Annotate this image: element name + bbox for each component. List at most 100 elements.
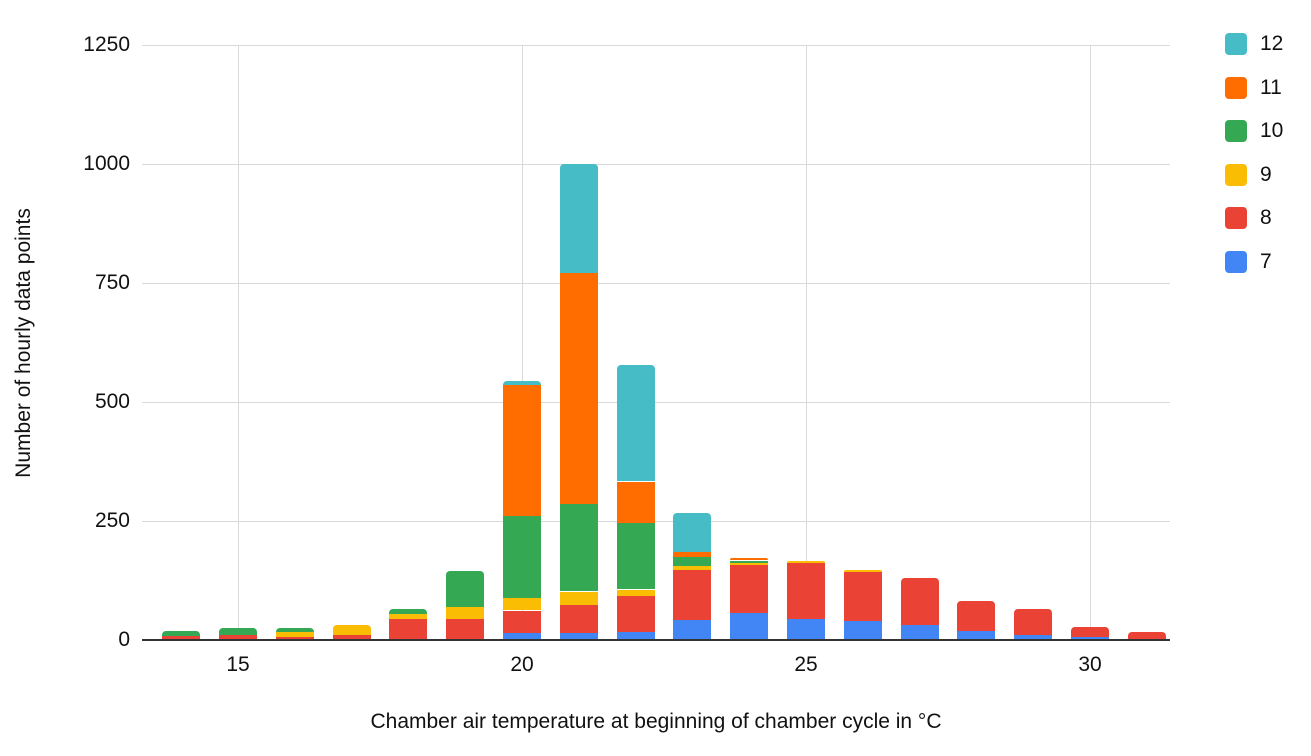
bar-temp-26 xyxy=(843,569,882,640)
bar-temp-14-series-8 xyxy=(162,636,201,640)
bar-temp-21-series-10 xyxy=(559,504,598,592)
bar-temp-24-series-7 xyxy=(730,613,769,640)
legend-swatch-11 xyxy=(1225,76,1247,99)
legend-swatch-7 xyxy=(1225,250,1247,273)
bar-temp-25-series-9 xyxy=(787,560,825,563)
v-gridline-30 xyxy=(1090,45,1091,640)
bar-temp-29-series-7 xyxy=(1014,635,1053,640)
y-tick-label-250: 250 xyxy=(94,509,130,532)
bar-temp-30-series-8 xyxy=(1071,626,1109,638)
y-tick-label-0: 0 xyxy=(118,628,130,651)
bar-temp-30 xyxy=(1071,626,1109,640)
bar-temp-17-series-9 xyxy=(332,624,371,636)
x-tick-label-20: 20 xyxy=(510,653,534,676)
y-tick-label-1250: 1250 xyxy=(83,33,130,56)
bar-temp-20-series-8 xyxy=(503,610,541,634)
bar-temp-23-series-7 xyxy=(673,619,712,640)
bar-temp-18-series-10 xyxy=(389,609,428,614)
bar-temp-14-series-10 xyxy=(162,630,201,637)
legend-item-10: 10 xyxy=(1225,120,1283,142)
legend-label-12: 12 xyxy=(1260,32,1284,55)
bar-temp-22-series-12 xyxy=(616,364,655,482)
bar-temp-21-series-9 xyxy=(559,591,598,605)
bar-temp-22-series-11 xyxy=(616,481,655,524)
bar-temp-21-series-8 xyxy=(559,604,598,634)
y-tick-label-500: 500 xyxy=(94,390,130,413)
legend-label-10: 10 xyxy=(1260,119,1284,142)
legend-item-12: 12 xyxy=(1225,33,1283,55)
bar-temp-25-series-7 xyxy=(787,618,825,640)
bar-temp-15-series-8 xyxy=(219,635,257,640)
h-gridline-1000 xyxy=(142,164,1170,165)
bar-temp-23-series-10 xyxy=(673,556,712,567)
bar-temp-22-series-7 xyxy=(616,632,655,640)
bar-temp-20 xyxy=(503,380,541,640)
bar-temp-16 xyxy=(275,627,314,640)
bar-temp-27 xyxy=(900,578,939,640)
bar-temp-21-series-7 xyxy=(559,633,598,640)
bar-temp-24 xyxy=(730,557,769,640)
bar-temp-16-series-8 xyxy=(275,636,314,640)
bar-temp-15 xyxy=(219,628,257,640)
bar-temp-24-series-9 xyxy=(730,563,769,566)
legend-label-9: 9 xyxy=(1260,162,1272,186)
legend-item-11: 11 xyxy=(1225,75,1282,99)
bar-temp-28 xyxy=(957,601,996,640)
bar-temp-21 xyxy=(559,164,598,640)
bar-temp-24-series-10 xyxy=(730,560,769,564)
bar-temp-18-series-9 xyxy=(389,613,428,619)
x-tick-label-15: 15 xyxy=(226,653,250,676)
bar-temp-24-series-8 xyxy=(730,565,769,614)
bar-temp-19-series-8 xyxy=(446,618,485,640)
legend-swatch-8 xyxy=(1225,207,1247,229)
bar-temp-14 xyxy=(162,630,201,640)
y-tick-label-750: 750 xyxy=(94,271,130,294)
bar-temp-20-series-10 xyxy=(503,516,541,598)
bar-temp-15-series-10 xyxy=(219,628,257,636)
bar-temp-18 xyxy=(389,609,428,640)
bar-temp-25 xyxy=(787,560,825,640)
bar-temp-16-series-9 xyxy=(275,631,314,637)
bar-temp-22-series-9 xyxy=(616,589,655,596)
y-tick-label-1000: 1000 xyxy=(83,152,130,175)
legend-label-7: 7 xyxy=(1260,249,1272,273)
bar-temp-23-series-11 xyxy=(673,551,712,557)
bar-temp-20-series-11 xyxy=(503,385,541,517)
bar-temp-29-series-8 xyxy=(1014,608,1053,636)
v-gridline-20 xyxy=(522,45,523,640)
legend-label-11: 11 xyxy=(1260,75,1282,99)
y-axis-title: Number of hourly data points xyxy=(12,208,35,478)
x-axis-line xyxy=(142,639,1170,641)
h-gridline-500 xyxy=(142,402,1170,403)
x-tick-label-25: 25 xyxy=(794,653,818,676)
bar-temp-23 xyxy=(673,512,712,640)
bar-temp-31 xyxy=(1127,631,1166,640)
h-gridline-250 xyxy=(142,521,1170,522)
bar-temp-26-series-7 xyxy=(843,620,882,640)
h-gridline-750 xyxy=(142,283,1170,284)
v-gridline-15 xyxy=(238,45,239,640)
bar-temp-21-series-12 xyxy=(559,164,598,273)
legend-item-8: 8 xyxy=(1225,207,1272,229)
bar-temp-30-series-7 xyxy=(1071,637,1109,640)
bar-temp-20-series-12 xyxy=(503,380,541,386)
bar-temp-26-series-8 xyxy=(843,572,882,621)
x-axis-title: Chamber air temperature at beginning of … xyxy=(370,710,942,733)
bar-temp-17-series-8 xyxy=(332,635,371,640)
bar-temp-24-series-11 xyxy=(730,557,769,561)
bar-temp-19 xyxy=(446,571,485,640)
legend-item-9: 9 xyxy=(1225,162,1272,186)
bar-temp-19-series-9 xyxy=(446,606,485,619)
bar-temp-20-series-7 xyxy=(503,633,541,640)
bar-temp-31-series-8 xyxy=(1127,631,1166,640)
bar-temp-21-series-11 xyxy=(559,272,598,505)
bar-temp-28-series-7 xyxy=(957,630,996,640)
bar-temp-17 xyxy=(332,624,371,640)
v-gridline-25 xyxy=(806,45,807,640)
bar-temp-19-series-10 xyxy=(446,571,485,607)
bar-temp-29 xyxy=(1014,608,1053,640)
h-gridline-1250 xyxy=(142,45,1170,46)
bar-temp-22-series-10 xyxy=(616,523,655,590)
bar-temp-25-series-8 xyxy=(787,562,825,619)
